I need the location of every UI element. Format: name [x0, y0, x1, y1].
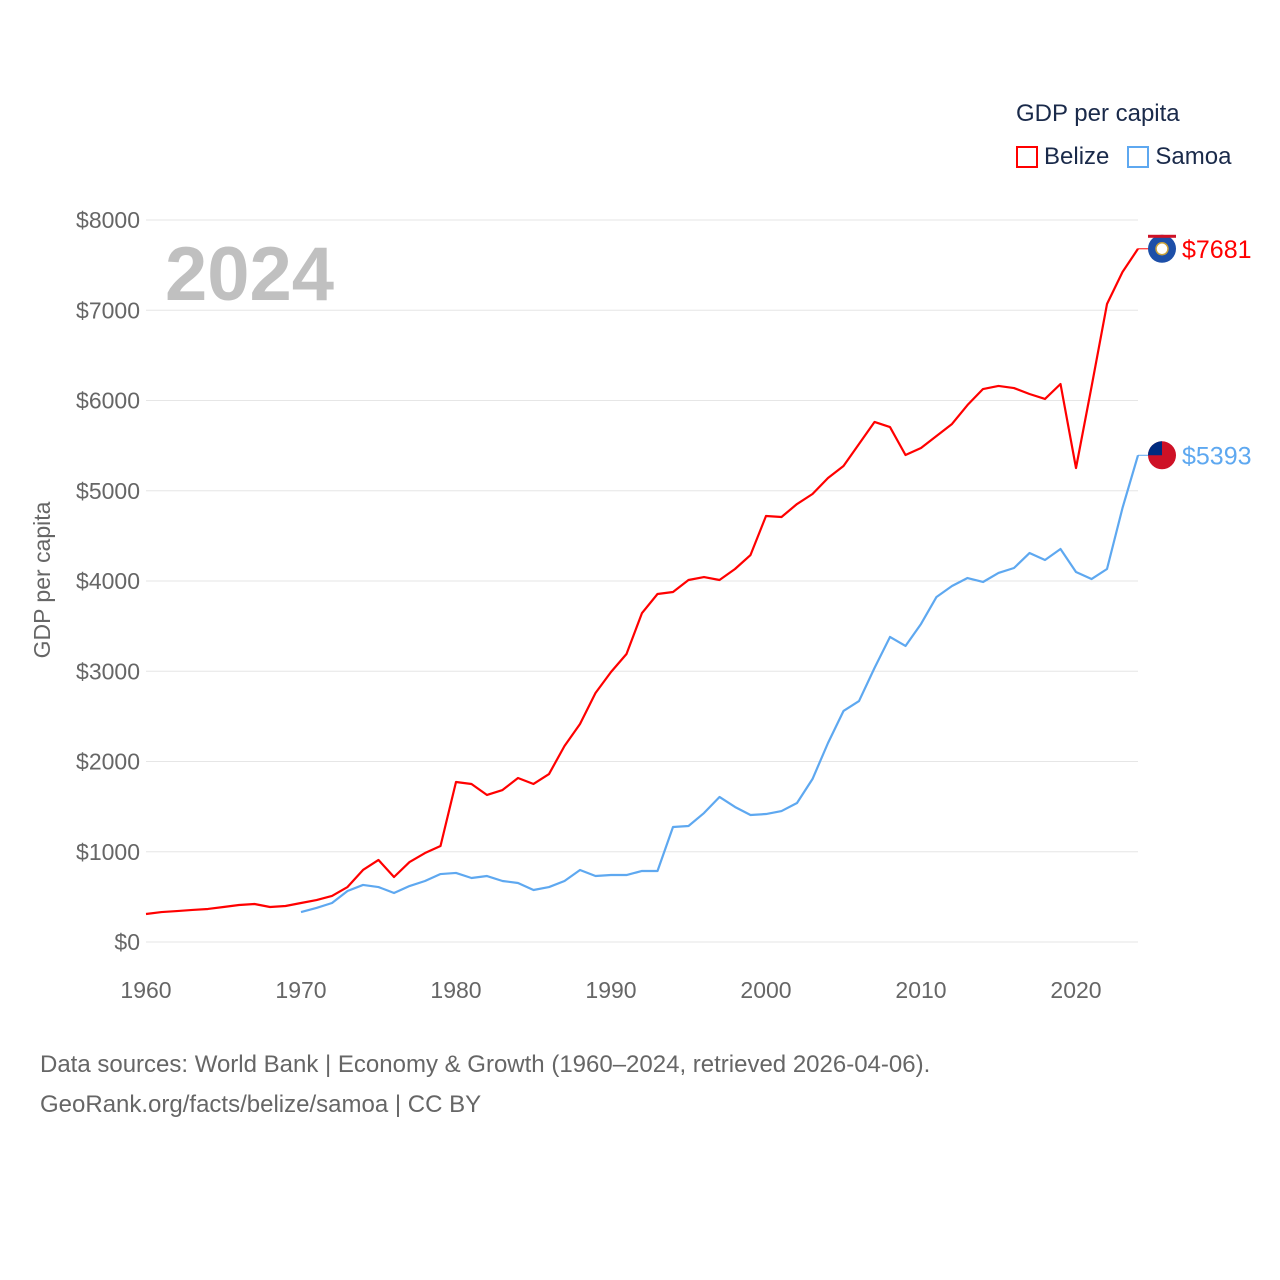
legend-label-samoa: Samoa — [1155, 143, 1232, 170]
end-value-label-samoa: $5393 — [1182, 442, 1252, 470]
x-tick-label: 2020 — [1050, 977, 1101, 1003]
legend-item-samoa[interactable]: Samoa — [1127, 143, 1231, 171]
samoa-flag-canton — [1148, 441, 1162, 456]
legend-swatch-belize — [1016, 146, 1038, 168]
y-tick-label: $6000 — [76, 388, 140, 414]
series-line-samoa — [300, 454, 1140, 914]
x-tick-label: 1960 — [120, 977, 171, 1003]
belize-flag-emblem — [1155, 242, 1169, 256]
year-watermark: 2024 — [165, 232, 334, 317]
y-tick-label: $2000 — [76, 749, 140, 775]
footer: Data sources: World Bank | Economy & Gro… — [40, 1045, 930, 1125]
legend: Belize Samoa — [1016, 143, 1231, 171]
attribution-link[interactable]: GeoRank.org/facts/belize/samoa | CC BY — [40, 1091, 482, 1118]
legend-swatch-samoa — [1127, 146, 1150, 168]
y-tick-label: $1000 — [76, 839, 140, 865]
end-value-label-belize: $7681 — [1182, 236, 1252, 264]
y-tick-label: $4000 — [76, 568, 140, 594]
y-axis-label: GDP per capita — [29, 501, 55, 658]
x-tick-label: 1970 — [275, 977, 326, 1003]
legend-title: GDP per capita — [1016, 100, 1180, 127]
y-tick-label: $3000 — [76, 658, 140, 684]
x-tick-label: 1980 — [430, 977, 481, 1003]
y-tick-label: $7000 — [76, 297, 140, 323]
x-tick-label: 2010 — [895, 977, 946, 1003]
source-text: Data sources: World Bank | Economy & Gro… — [40, 1051, 931, 1078]
x-tick-label: 2000 — [740, 977, 791, 1003]
y-tick-label: $8000 — [76, 207, 140, 233]
series-line-belize — [145, 248, 1139, 916]
legend-label-belize: Belize — [1044, 143, 1110, 170]
belize-flag-stripe — [1148, 234, 1176, 238]
legend-item-belize[interactable]: Belize — [1016, 143, 1109, 171]
y-tick-label: $0 — [114, 929, 140, 955]
y-tick-label: $5000 — [76, 478, 140, 504]
x-tick-label: 1990 — [585, 977, 636, 1003]
